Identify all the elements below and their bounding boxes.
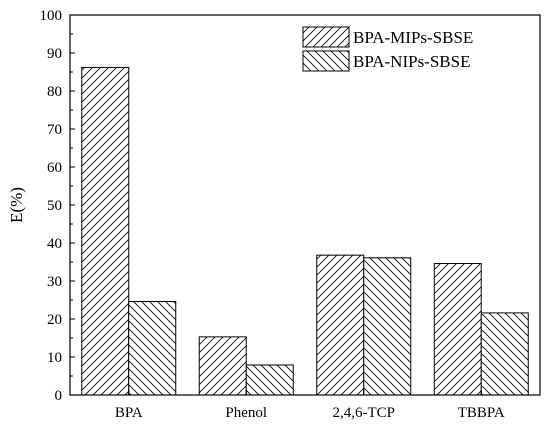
y-tick-label: 60 <box>47 160 62 176</box>
y-tick-label: 70 <box>47 122 62 138</box>
bar-nips-0 <box>128 301 177 396</box>
bar-mips-1 <box>198 336 247 396</box>
y-tick-label: 40 <box>47 236 62 252</box>
y-axis-title: E(%) <box>7 187 26 223</box>
x-tick-label: TBBPA <box>458 405 505 421</box>
x-tick-label: 2,4,6-TCP <box>332 405 395 421</box>
x-tick-label: Phenol <box>225 405 267 421</box>
bar-nips-3 <box>480 312 529 396</box>
bar-mips-3 <box>433 263 482 396</box>
y-tick-label: 90 <box>47 46 62 62</box>
x-tick-label: BPA <box>115 405 143 421</box>
legend-label: BPA-MIPs-SBSE <box>353 28 473 47</box>
y-tick-label: 80 <box>47 84 62 100</box>
bar-mips-0 <box>81 66 130 396</box>
y-tick-label: 10 <box>47 350 62 366</box>
y-tick-label: 100 <box>40 8 63 24</box>
y-axis-ticks: 0 10 20 30 40 50 60 70 80 90 100 <box>40 8 75 404</box>
legend-label: BPA-NIPs-SBSE <box>353 52 470 71</box>
bars-group <box>81 66 529 396</box>
bar-nips-1 <box>245 364 294 396</box>
y-tick-label: 20 <box>47 312 62 328</box>
bar-mips-2 <box>316 254 365 396</box>
bar-nips-2 <box>363 257 412 396</box>
legend-swatch <box>302 26 350 48</box>
y-tick-label: 30 <box>47 274 62 290</box>
x-axis-ticks: BPA Phenol 2,4,6-TCP TBBPA <box>115 390 505 421</box>
legend-swatch <box>302 50 350 72</box>
y-tick-label: 0 <box>55 388 63 404</box>
legend: BPA-MIPs-SBSE BPA-NIPs-SBSE <box>302 26 473 72</box>
y-tick-label: 50 <box>47 198 62 214</box>
